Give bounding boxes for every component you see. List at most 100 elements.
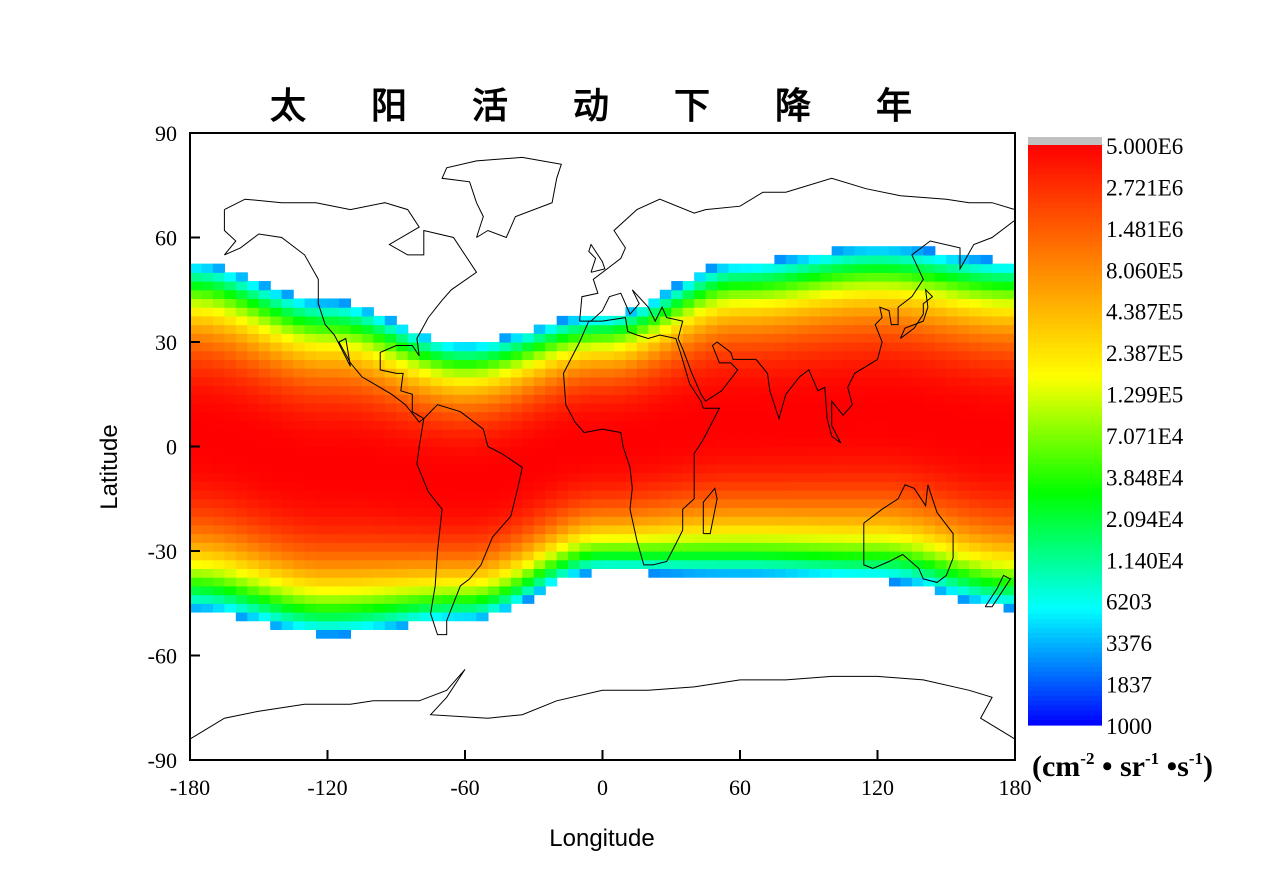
heatmap-cell: [361, 446, 374, 456]
heatmap-cell: [419, 577, 432, 587]
heatmap-cell: [659, 498, 672, 509]
heatmap-cell: [224, 394, 237, 404]
heatmap-cell: [201, 420, 214, 430]
heatmap-cell: [636, 472, 649, 482]
heatmap-cell: [934, 498, 947, 509]
heatmap-cell: [934, 359, 947, 369]
heatmap-cell: [831, 559, 844, 570]
colorbar-segment: [1028, 304, 1102, 310]
heatmap-cell: [831, 272, 844, 282]
heatmap-cell: [888, 333, 902, 343]
heatmap-cell: [350, 481, 363, 491]
heatmap-cell: [625, 446, 638, 456]
heatmap-cell: [373, 333, 386, 343]
heatmap-cell: [190, 446, 203, 456]
colorbar-segment: [1028, 671, 1102, 678]
heatmap-cell: [980, 446, 993, 456]
heatmap-cell: [247, 603, 260, 613]
heatmap-cell: [888, 272, 902, 282]
heatmap-cell: [831, 324, 844, 334]
heatmap-cell: [327, 342, 340, 352]
heatmap-cell: [407, 577, 420, 587]
heatmap-cell: [900, 446, 913, 456]
heatmap-cell: [568, 516, 581, 526]
heatmap-cell: [235, 281, 248, 291]
colorbar-segment: [1028, 483, 1102, 489]
heatmap-cell: [934, 272, 947, 282]
heatmap-cell: [602, 507, 615, 517]
heatmap-cell: [785, 533, 798, 543]
heatmap-cell: [258, 385, 271, 395]
heatmap-cell: [866, 272, 879, 282]
heatmap-cell: [1003, 263, 1016, 273]
heatmap-cell: [591, 551, 604, 561]
heatmap-cell: [487, 594, 500, 604]
heatmap-cell: [201, 585, 214, 596]
heatmap-cell: [556, 315, 569, 326]
heatmap-cell: [992, 437, 1005, 448]
heatmap-cell: [212, 281, 225, 291]
heatmap-cell: [980, 542, 993, 552]
heatmap-cell: [866, 437, 879, 448]
heatmap-cell: [636, 368, 649, 378]
heatmap-cell: [396, 420, 409, 430]
heatmap-cell: [797, 559, 810, 570]
heatmap-cell: [190, 577, 203, 587]
heatmap-cell: [442, 498, 455, 509]
heatmap-cell: [969, 385, 982, 395]
heatmap-cell: [407, 402, 420, 413]
heatmap-cell: [797, 455, 810, 465]
heatmap-cell: [224, 594, 237, 604]
heatmap-cell: [980, 376, 993, 387]
heatmap-cell: [728, 307, 741, 317]
heatmap-cell: [854, 542, 867, 552]
heatmap-cell: [808, 551, 821, 561]
heatmap-cell: [797, 394, 810, 404]
heatmap-cell: [774, 289, 787, 300]
heatmap-cell: [934, 307, 947, 317]
heatmap-cell: [682, 559, 695, 570]
heatmap-cell: [900, 551, 913, 561]
heatmap-cell: [476, 394, 489, 404]
heatmap-cell: [888, 263, 902, 273]
heatmap-cell: [957, 350, 970, 361]
heatmap-cell: [854, 455, 867, 465]
heatmap-cell: [980, 289, 993, 300]
heatmap-cell: [396, 568, 409, 578]
heatmap-cell: [740, 307, 753, 317]
heatmap-cell: [659, 315, 672, 326]
heatmap-cell: [338, 307, 352, 317]
colorbar-segment: [1028, 618, 1102, 625]
heatmap-cell: [648, 368, 661, 378]
heatmap-cell: [350, 342, 363, 352]
heatmap-cell: [579, 516, 592, 526]
heatmap-cell: [579, 472, 592, 482]
heatmap-cell: [407, 394, 420, 404]
heatmap-cell: [705, 542, 718, 552]
heatmap-cell: [785, 368, 798, 378]
heatmap-cell: [911, 254, 924, 265]
heatmap-cell: [384, 359, 397, 369]
heatmap-cell: [934, 516, 947, 526]
heatmap-cell: [613, 524, 627, 535]
heatmap-cell: [671, 342, 684, 352]
heatmap-cell: [946, 542, 959, 552]
heatmap-cell: [625, 463, 638, 474]
heatmap-cell: [533, 368, 546, 378]
heatmap-cell: [270, 289, 283, 300]
heatmap-cell: [774, 272, 787, 282]
colorbar-segment: [1028, 270, 1102, 277]
heatmap-cell: [797, 533, 810, 543]
heatmap-cell: [625, 411, 638, 421]
colorbar-segment: [1028, 193, 1102, 199]
heatmap-cell: [396, 342, 409, 352]
heatmap-cell: [728, 481, 741, 491]
heatmap-cell: [533, 420, 546, 430]
heatmap-cell: [717, 481, 730, 491]
heatmap-cell: [820, 437, 833, 448]
heatmap-cell: [751, 455, 764, 465]
heatmap-cell: [201, 516, 214, 526]
heatmap-cell: [361, 385, 374, 395]
heatmap-cell: [522, 577, 535, 587]
heatmap-cell: [946, 376, 959, 387]
